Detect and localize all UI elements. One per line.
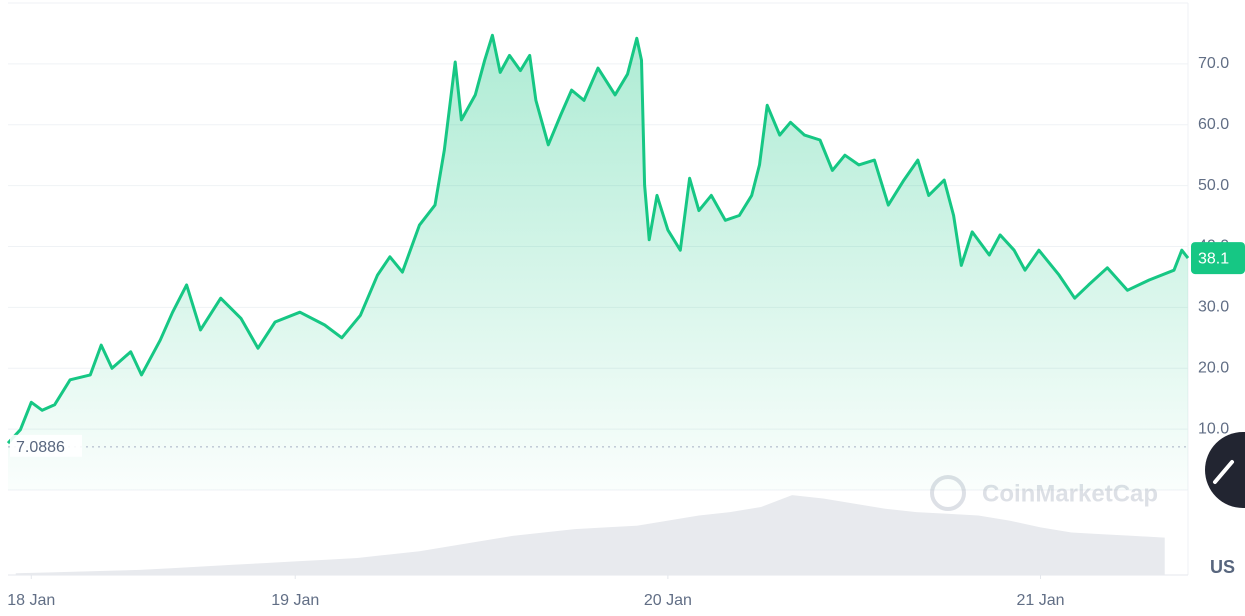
y-tick-label: 50.0 <box>1198 177 1229 194</box>
y-tick-label: 10.0 <box>1198 420 1229 437</box>
x-tick-label: 21 Jan <box>1016 592 1064 609</box>
price-area <box>8 35 1188 491</box>
y-tick-label: 60.0 <box>1198 116 1229 133</box>
volume-area <box>15 495 1165 575</box>
reference-label-box <box>10 434 82 457</box>
x-tick-label: 18 Jan <box>7 592 55 609</box>
x-tick-label: 20 Jan <box>644 592 692 609</box>
price-line <box>6 33 1190 445</box>
reference-label: 7.0886 <box>16 439 65 456</box>
currency-label: US <box>1210 557 1235 577</box>
current-price-label: 38.1 <box>1198 250 1229 267</box>
y-tick-label: 70.0 <box>1198 55 1229 72</box>
y-tick-label: 30.0 <box>1198 299 1229 316</box>
scroll-button-icon <box>1213 460 1234 484</box>
x-tick-label: 19 Jan <box>271 592 319 609</box>
y-tick-label: 20.0 <box>1198 359 1229 376</box>
current-price-box <box>1191 242 1245 275</box>
